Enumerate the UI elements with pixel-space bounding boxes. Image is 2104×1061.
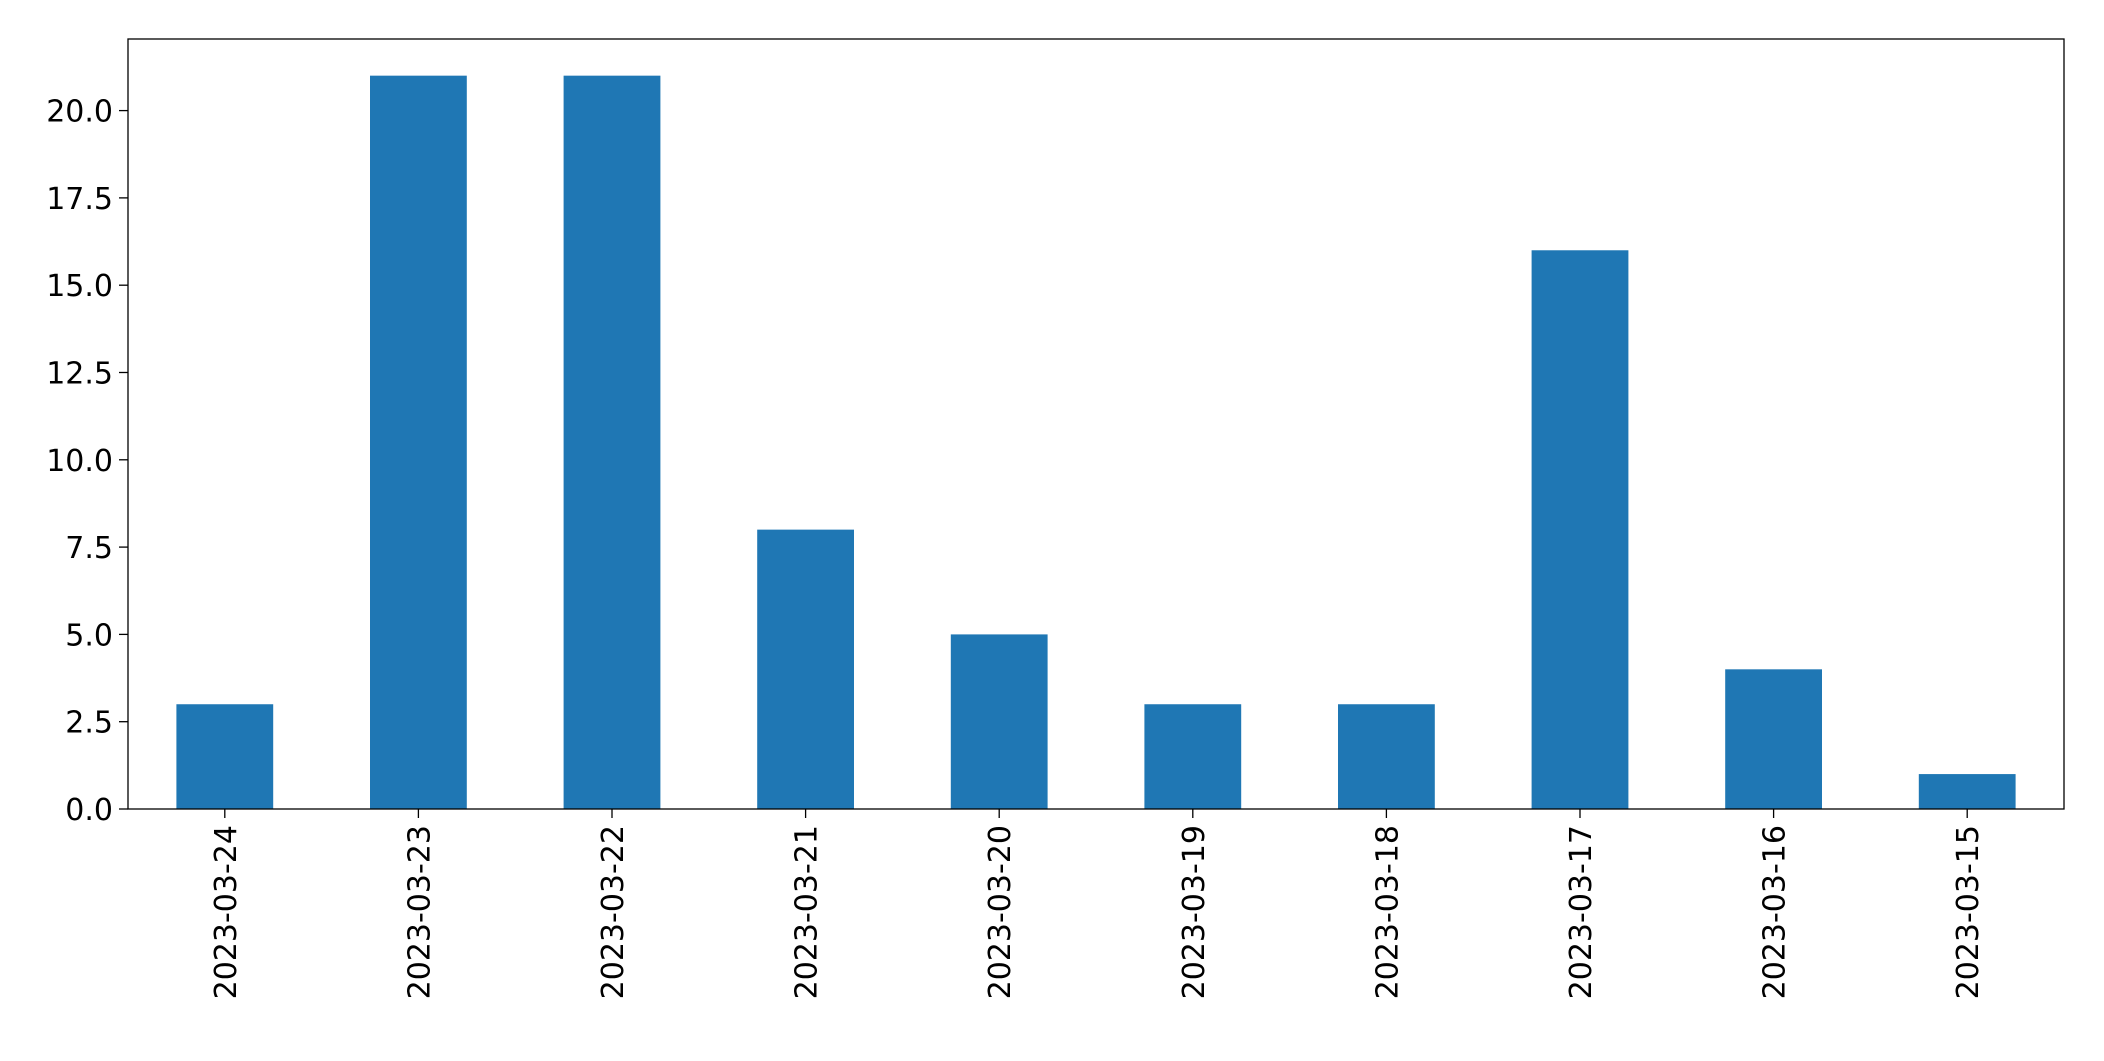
bar: [370, 75, 467, 809]
plot-frame: [127, 38, 2065, 810]
x-tick-label: 2023-03-19: [1177, 825, 1212, 999]
bar: [1918, 774, 2016, 809]
y-tick-label: 5.0: [65, 618, 113, 653]
x-tick-label: 2023-03-22: [596, 825, 631, 999]
y-tick-label: 10.0: [46, 444, 113, 479]
y-tick-label: 17.5: [46, 182, 113, 217]
x-tick-label: 2023-03-18: [1370, 825, 1405, 999]
x-tick-label: 2023-03-20: [983, 825, 1018, 999]
y-tick-label: 12.5: [46, 356, 113, 391]
y-tick-label: 2.5: [65, 706, 113, 741]
bar: [950, 634, 1048, 809]
y-tick-label: 0.0: [65, 793, 113, 828]
y-tick-label: 20.0: [46, 95, 113, 130]
x-tick-label: 2023-03-17: [1564, 825, 1599, 999]
x-tick-label: 2023-03-23: [402, 825, 437, 999]
bar: [1144, 704, 1242, 809]
bar: [1725, 669, 1822, 809]
x-tick-label: 2023-03-15: [1951, 825, 1986, 999]
y-tick-label: 15.0: [46, 269, 113, 304]
y-tick-label: 7.5: [65, 531, 113, 566]
bar: [176, 704, 274, 809]
x-tick-label: 2023-03-16: [1758, 825, 1793, 999]
x-tick-label: 2023-03-24: [209, 825, 244, 999]
bar: [757, 529, 854, 809]
x-tick-label: 2023-03-21: [790, 825, 825, 999]
bar: [1531, 250, 1629, 809]
bar: [563, 75, 661, 809]
bar: [1338, 704, 1435, 809]
